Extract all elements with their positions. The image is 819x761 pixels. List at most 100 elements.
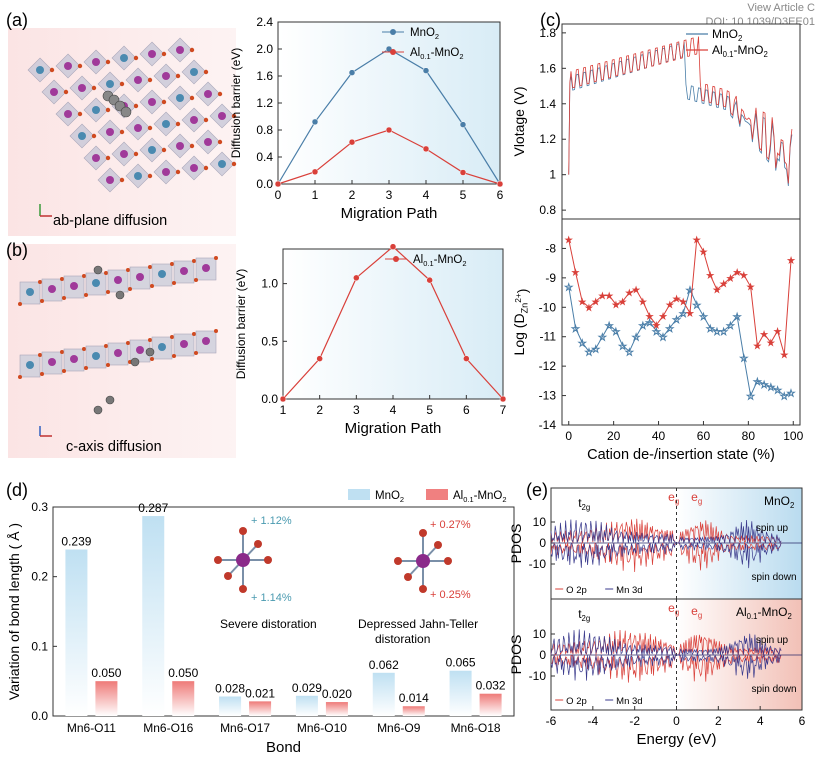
x-tick-label: 2: [715, 714, 722, 728]
metal-atom: [92, 352, 100, 360]
plot-area: [561, 23, 801, 426]
metal-atom: [106, 128, 114, 136]
severe-distortion-label: Severe distoration: [220, 617, 317, 631]
panel-c-label: (c): [540, 10, 561, 30]
metal-atom: [190, 68, 198, 76]
x-tick-label: 5: [460, 188, 467, 202]
metal-atom: [114, 349, 122, 357]
bar-value-label: 0.062: [369, 658, 399, 672]
data-point: [279, 395, 287, 403]
data-point: ☆: [719, 327, 728, 338]
data-point: ☆: [659, 333, 668, 344]
data-point: ☆: [591, 344, 600, 355]
x-tick-label: 0: [673, 714, 680, 728]
pdos-bottom-title: Al0.1-MnO2: [736, 605, 792, 621]
al-octahedron-icon: [394, 529, 452, 593]
data-point: [459, 121, 467, 128]
metal-atom: [36, 66, 44, 74]
bar-value-label: 0.239: [61, 534, 91, 548]
data-point: [274, 180, 282, 188]
x-tick-label: 40: [652, 429, 666, 443]
oxygen-atom: [38, 353, 42, 357]
metal-atom: [190, 164, 198, 172]
plot-area: [52, 506, 515, 717]
data-point: ★: [759, 329, 769, 341]
panel-b-label: (b): [6, 240, 28, 260]
y-axis-label: Variation of bond length ( Å ): [6, 523, 22, 700]
eg-label-right: eg: [691, 604, 702, 620]
x-tick-label: 2: [349, 188, 356, 202]
x-axis-label: Migration Path: [345, 420, 442, 437]
metal-atom: [176, 142, 184, 150]
data-point: ★: [591, 296, 601, 308]
legend-entry: O 2p: [566, 585, 587, 596]
y-tick-label: -14: [539, 418, 557, 432]
oxygen-atom: [161, 99, 167, 105]
metal-atom: [48, 285, 56, 293]
x-tick-label: 60: [697, 429, 711, 443]
plot-area: [282, 248, 504, 400]
x-tick-label: 0: [275, 188, 282, 202]
bar-value-label: 0.014: [399, 691, 429, 705]
data-point: ★: [685, 308, 695, 320]
oxygen-atom: [62, 296, 66, 300]
oxygen-atom: [148, 265, 152, 269]
view-article-link[interactable]: View Article C: [747, 2, 815, 14]
oxygen-atom: [104, 271, 108, 275]
y-tick-label: -10: [539, 300, 557, 314]
spin-up-label: spin up: [756, 523, 789, 534]
eg-label-left: eg: [668, 601, 679, 617]
panel-b-caption: c-axis diffusion: [66, 439, 162, 455]
data-point: ★: [773, 326, 783, 338]
x-tick-label: 3: [386, 188, 393, 202]
oxygen-atom: [214, 329, 218, 333]
al-mno2-voltage-curve: [568, 36, 793, 184]
x-tick-label: Mn6-O17: [220, 721, 270, 735]
al-mno2-bar: [325, 702, 348, 716]
t2g-label: t2g: [578, 496, 590, 512]
data-point: ★: [752, 341, 762, 353]
data-point: ★: [571, 267, 581, 279]
data-point: [353, 274, 360, 282]
y-tick-label: 2.0: [256, 42, 273, 56]
y-tick-label: -12: [539, 359, 557, 373]
x-tick-label: 0: [565, 429, 572, 443]
metal-atom: [162, 120, 170, 128]
ab-plane-crystal-structure: [27, 37, 237, 193]
metal-atom: [180, 267, 188, 275]
spin-down-label: spin down: [751, 684, 796, 695]
data-point: ★: [584, 302, 594, 314]
series-line: [568, 237, 792, 355]
y-tick-label: 0.2: [31, 570, 48, 584]
x-axis-label: Migration Path: [341, 205, 438, 222]
data-point: ☆: [598, 333, 607, 344]
oxygen-atom: [161, 51, 167, 57]
al-up-strain: + 0.27%: [430, 519, 471, 531]
data-point: ☆: [773, 386, 782, 397]
data-point: [463, 355, 470, 362]
metal-atom: [158, 270, 166, 278]
panel-e-label: (e): [526, 480, 548, 500]
oxygen-atom: [62, 369, 66, 373]
x-tick-label: -6: [546, 714, 557, 728]
metal-atom: [148, 50, 156, 58]
data-point: ★: [597, 291, 607, 303]
y-axis-label: Diffusion barrier (eV): [234, 269, 248, 379]
metal-atom: [120, 150, 128, 158]
mno2-bar: [65, 549, 88, 716]
metal-atom: [136, 273, 144, 281]
data-point: ★: [678, 296, 688, 308]
x-tick-label: -2: [629, 714, 640, 728]
oxygen-atom: [105, 155, 111, 161]
oxygen-atom: [133, 151, 139, 157]
data-point: ☆: [787, 389, 796, 400]
data-point: ☆: [584, 347, 593, 358]
y-tick-label: 0.8: [256, 123, 273, 137]
pdos-spin-down-trace: [550, 541, 782, 569]
data-point: ★: [631, 285, 641, 297]
oxygen-atom: [214, 256, 218, 260]
y-axis-label: PDOS: [508, 524, 524, 564]
data-point: ★: [624, 288, 634, 300]
x-tick-label: 6: [497, 188, 504, 202]
bar-value-label: 0.065: [446, 656, 476, 670]
